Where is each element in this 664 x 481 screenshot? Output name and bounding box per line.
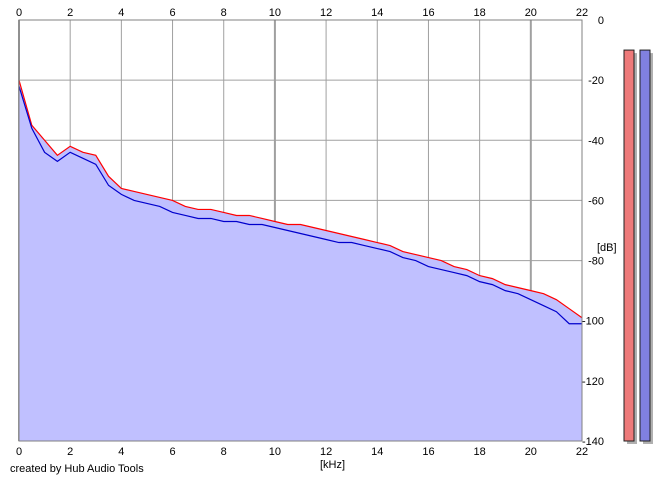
y-tick-label: -40 <box>588 135 604 147</box>
series-line-1 <box>18 79 583 319</box>
x-tick-label-top: 10 <box>269 7 281 19</box>
x-tick-label-bottom: 18 <box>474 446 486 458</box>
y-tick-label: 0 <box>598 15 604 27</box>
x-tick-label-top: 14 <box>371 7 383 19</box>
x-ticks-top: 0 2 4 6 8 10 12 14 16 18 20 22 <box>16 7 588 19</box>
series-line-2 <box>18 85 582 325</box>
x-axis-label: [kHz] <box>320 459 345 471</box>
x-tick-label-top: 22 <box>576 7 588 19</box>
y-tick-label: -20 <box>588 75 604 87</box>
x-tick-label-bottom: 2 <box>67 446 73 458</box>
x-tick-label-bottom: 10 <box>269 446 281 458</box>
y-ticks: 0 -20 -40 -60 -80 -100 -120 -140 <box>582 15 604 448</box>
y-axis-label: [dB] <box>597 242 617 254</box>
x-tick-label-bottom: 20 <box>525 446 537 458</box>
x-tick-label-bottom: 4 <box>118 446 124 458</box>
x-tick-label-top: 12 <box>320 7 332 19</box>
level-meter-2 <box>639 49 651 442</box>
x-tick-label-bottom: 12 <box>320 446 332 458</box>
x-tick-label-bottom: 14 <box>371 446 383 458</box>
plot-border <box>18 19 583 442</box>
y-tick-label: -80 <box>588 256 604 268</box>
x-tick-label-top: 0 <box>16 7 22 19</box>
level-meters <box>623 49 653 444</box>
y-tick-label: -120 <box>582 376 604 388</box>
x-tick-label-top: 8 <box>221 7 227 19</box>
series-lines <box>18 79 583 325</box>
x-tick-label-bottom: 22 <box>576 446 588 458</box>
x-tick-label-top: 4 <box>118 7 124 19</box>
y-tick-label: -140 <box>582 436 604 448</box>
x-tick-label-bottom: 16 <box>422 446 434 458</box>
x-tick-label-top: 20 <box>525 7 537 19</box>
x-tick-label-bottom: 6 <box>169 446 175 458</box>
x-tick-label-top: 6 <box>169 7 175 19</box>
credit-text: created by Hub Audio Tools <box>10 463 144 475</box>
x-tick-label-top: 16 <box>422 7 434 19</box>
spectrum-fill-area <box>19 80 582 442</box>
x-tick-label-top: 18 <box>474 7 486 19</box>
x-tick-label-bottom: 0 <box>16 446 22 458</box>
y-tick-label: -60 <box>588 195 604 207</box>
y-tick-label: -100 <box>582 316 604 328</box>
level-meter-1 <box>623 49 635 442</box>
x-tick-label-top: 2 <box>67 7 73 19</box>
x-tick-label-bottom: 8 <box>221 446 227 458</box>
x-ticks-bottom: 0 2 4 6 8 10 12 14 16 18 20 22 <box>16 446 588 458</box>
